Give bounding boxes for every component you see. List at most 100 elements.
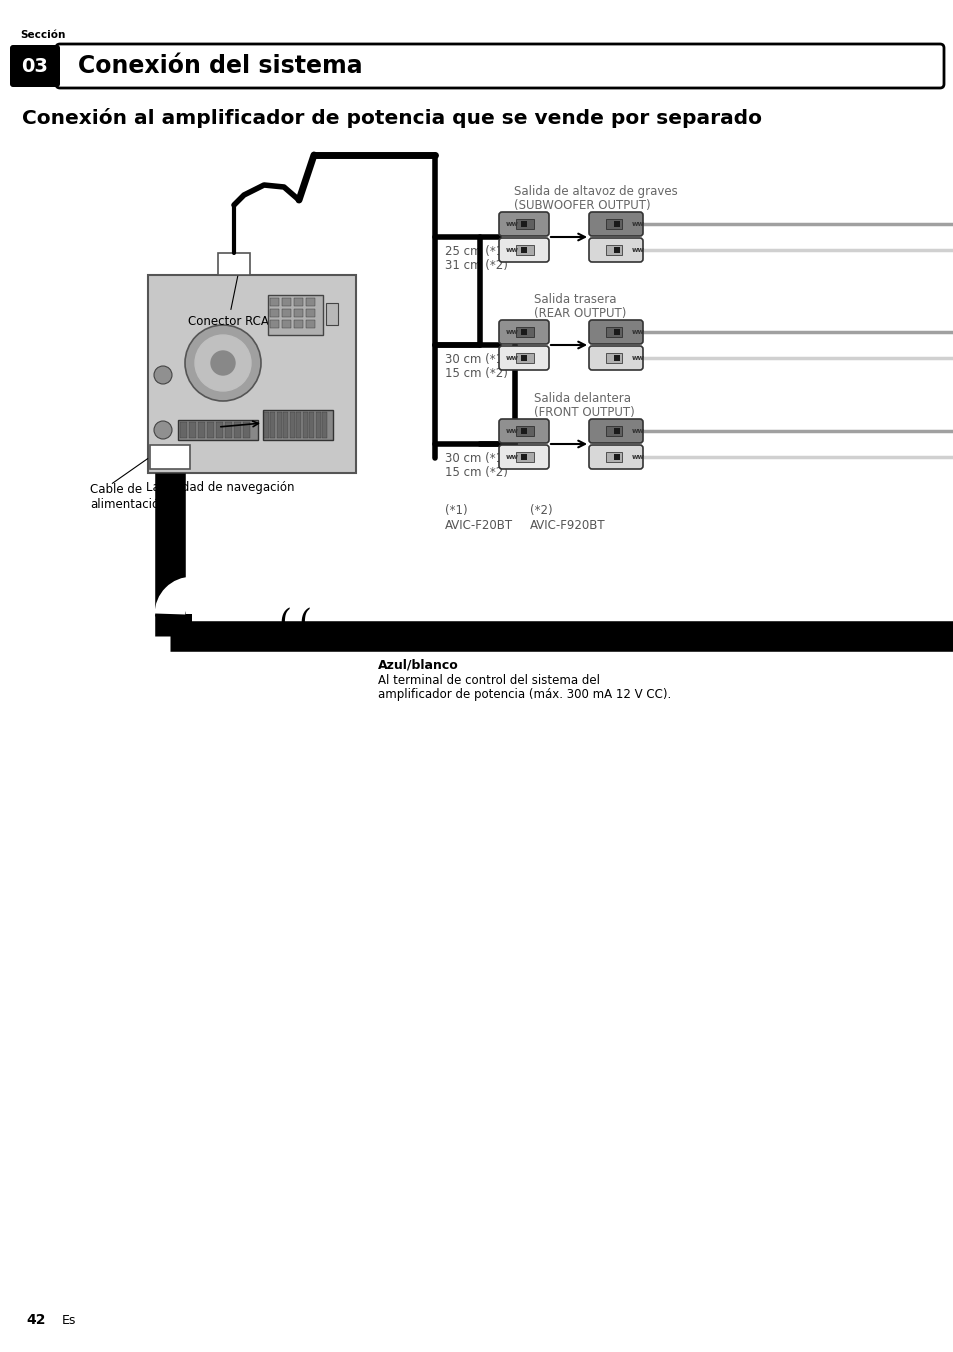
- Polygon shape: [170, 614, 192, 635]
- Bar: [276, 412, 282, 438]
- Bar: [296, 412, 301, 438]
- Text: amplificador de potencia (máx. 300 mA 12 V CC).: amplificador de potencia (máx. 300 mA 12…: [377, 688, 671, 700]
- FancyBboxPatch shape: [10, 45, 60, 87]
- FancyBboxPatch shape: [588, 238, 642, 262]
- Text: (REAR OUTPUT): (REAR OUTPUT): [534, 307, 626, 320]
- Text: Conector RCA: Conector RCA: [188, 273, 269, 329]
- Bar: [520, 329, 526, 335]
- FancyBboxPatch shape: [56, 45, 943, 88]
- Bar: [264, 412, 269, 438]
- Bar: [218, 253, 250, 274]
- Text: Cable de: Cable de: [90, 483, 142, 496]
- Text: alimentación: alimentación: [90, 498, 167, 511]
- Text: Salida trasera: Salida trasera: [534, 293, 616, 306]
- Text: ww: ww: [631, 454, 644, 460]
- Bar: [322, 412, 327, 438]
- Text: Sección: Sección: [20, 30, 66, 41]
- Text: La unidad de navegación: La unidad de navegación: [146, 481, 294, 493]
- Text: ww: ww: [505, 356, 518, 361]
- Text: (FRONT OUTPUT): (FRONT OUTPUT): [534, 406, 634, 419]
- Bar: [315, 412, 320, 438]
- Circle shape: [153, 420, 172, 439]
- FancyBboxPatch shape: [588, 346, 642, 370]
- Bar: [614, 454, 619, 460]
- Bar: [605, 353, 621, 362]
- Bar: [294, 297, 303, 306]
- Circle shape: [194, 335, 251, 391]
- Text: 30 cm (*1): 30 cm (*1): [444, 452, 507, 465]
- Bar: [225, 422, 232, 438]
- Text: ww: ww: [631, 356, 644, 361]
- Bar: [614, 247, 619, 253]
- Bar: [189, 422, 195, 438]
- FancyBboxPatch shape: [498, 212, 548, 237]
- Bar: [520, 220, 526, 227]
- FancyBboxPatch shape: [588, 212, 642, 237]
- FancyBboxPatch shape: [588, 320, 642, 343]
- Bar: [178, 420, 257, 439]
- Bar: [516, 426, 534, 435]
- Text: (*2): (*2): [530, 504, 552, 516]
- Text: 31 cm (*2): 31 cm (*2): [444, 260, 507, 272]
- FancyBboxPatch shape: [588, 445, 642, 469]
- Text: AVIC-F920BT: AVIC-F920BT: [530, 519, 605, 531]
- Text: ww: ww: [631, 247, 644, 253]
- Bar: [233, 422, 241, 438]
- Text: ww: ww: [631, 429, 644, 434]
- Bar: [306, 320, 314, 329]
- FancyBboxPatch shape: [588, 419, 642, 443]
- Bar: [516, 219, 534, 228]
- Bar: [268, 295, 323, 335]
- Bar: [516, 327, 534, 337]
- Circle shape: [153, 366, 172, 384]
- Bar: [326, 303, 337, 324]
- FancyBboxPatch shape: [498, 346, 548, 370]
- Bar: [282, 310, 291, 316]
- Bar: [263, 410, 333, 439]
- Text: 25 cm (*1): 25 cm (*1): [444, 245, 507, 258]
- Bar: [520, 247, 526, 253]
- Bar: [306, 310, 314, 316]
- Bar: [207, 422, 213, 438]
- Bar: [294, 310, 303, 316]
- Bar: [270, 297, 278, 306]
- Text: Salida de altavoz de graves: Salida de altavoz de graves: [514, 185, 677, 197]
- Bar: [614, 429, 619, 434]
- Text: Conexión al amplificador de potencia que se vende por separado: Conexión al amplificador de potencia que…: [22, 108, 761, 128]
- Text: ww: ww: [505, 454, 518, 460]
- Circle shape: [211, 352, 234, 375]
- Bar: [614, 356, 619, 361]
- Text: Es: Es: [62, 1314, 76, 1326]
- Bar: [614, 220, 619, 227]
- FancyBboxPatch shape: [498, 238, 548, 262]
- Text: (SUBWOOFER OUTPUT): (SUBWOOFER OUTPUT): [514, 199, 650, 212]
- Bar: [148, 274, 355, 473]
- Text: Azul/blanco: Azul/blanco: [377, 658, 458, 671]
- Bar: [150, 445, 190, 469]
- Bar: [283, 412, 288, 438]
- Text: ww: ww: [505, 220, 518, 227]
- Bar: [614, 329, 619, 335]
- Bar: [516, 452, 534, 462]
- Bar: [198, 422, 205, 438]
- Text: 30 cm (*1): 30 cm (*1): [444, 353, 507, 366]
- Text: ww: ww: [505, 329, 518, 335]
- Text: 42: 42: [27, 1313, 46, 1328]
- Text: Conexión del sistema: Conexión del sistema: [78, 54, 362, 78]
- Text: Salida delantera: Salida delantera: [534, 392, 630, 406]
- FancyBboxPatch shape: [498, 445, 548, 469]
- Bar: [282, 297, 291, 306]
- Bar: [605, 219, 621, 228]
- Bar: [605, 245, 621, 256]
- Bar: [243, 422, 250, 438]
- Text: 03: 03: [22, 57, 49, 76]
- Bar: [270, 320, 278, 329]
- Bar: [294, 320, 303, 329]
- Bar: [520, 356, 526, 361]
- Text: (: (: [298, 608, 312, 639]
- Text: ww: ww: [631, 329, 644, 335]
- Text: (: (: [278, 608, 292, 639]
- Bar: [520, 454, 526, 460]
- FancyBboxPatch shape: [498, 419, 548, 443]
- Bar: [303, 412, 308, 438]
